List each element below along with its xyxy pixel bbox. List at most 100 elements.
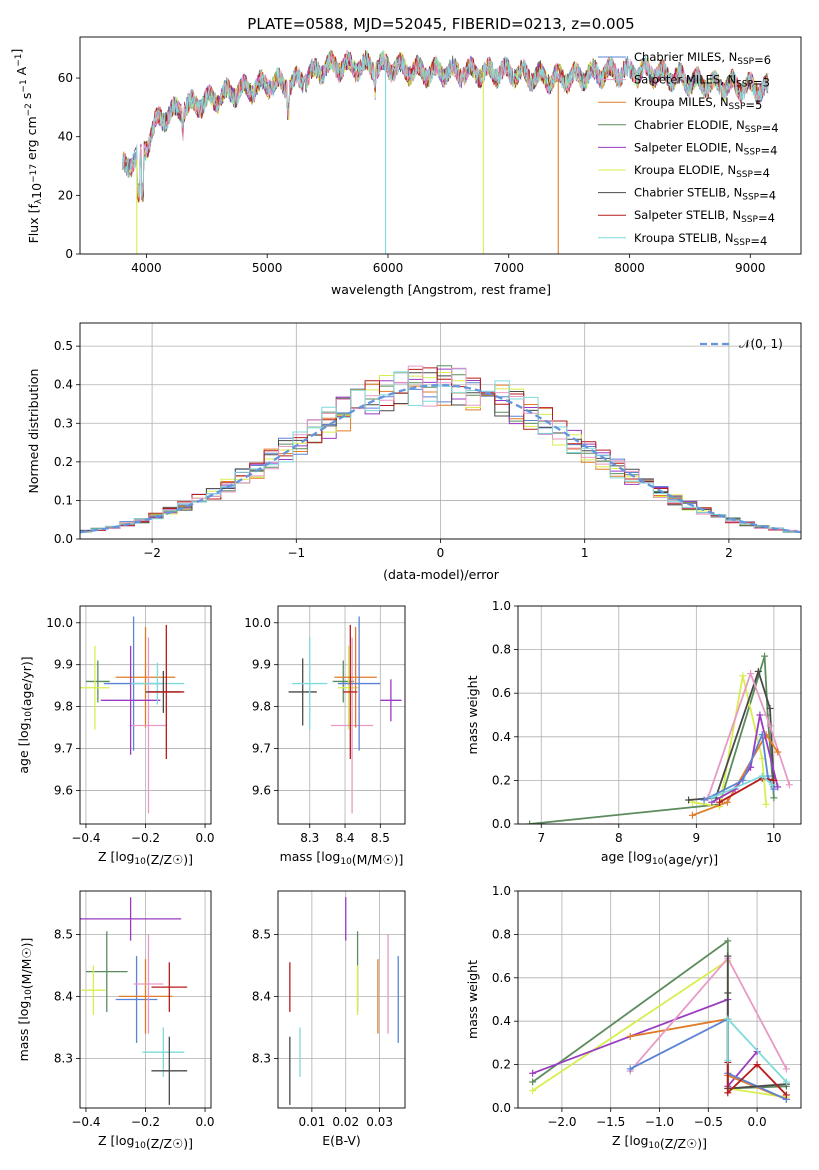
x-axis-label: E(B-V) (322, 1133, 361, 1148)
y-tick-label: 10.0 (46, 616, 73, 630)
plot-area (80, 616, 185, 814)
x-tick-label: 10 (766, 831, 781, 845)
x-tick-label: −0.4 (71, 1115, 100, 1129)
plot-area (526, 652, 793, 824)
x-axis-label: (data-model)/error (383, 567, 500, 582)
x-tick-label: −1.0 (645, 1115, 674, 1129)
x-tick-label: 0.01 (299, 1115, 326, 1129)
plot-area (121, 49, 769, 254)
legend-label: Kroupa MILES, NSSP=5 (634, 95, 762, 112)
histogram-red (80, 367, 798, 532)
axes-frame (517, 605, 802, 825)
x-tick-label: 8000 (614, 261, 645, 275)
x-tick-label: −1 (287, 546, 305, 560)
series-line-orange (692, 732, 779, 817)
y-tick-label: 0.3 (54, 416, 73, 430)
y-tick-label: 0.4 (492, 730, 511, 744)
y-tick-label: 0.6 (492, 971, 511, 985)
x-tick-label: 8.4 (335, 831, 354, 845)
y-axis-label: age [log10(age/yr)] (16, 656, 34, 773)
y-tick-label: 0.2 (492, 1058, 511, 1072)
plot-area (289, 897, 399, 1105)
x-tick-label: 0.0 (748, 1115, 767, 1129)
y-tick-label: 0.1 (54, 493, 73, 507)
y-tick-label: 0 (65, 247, 73, 261)
y-tick-label: 9.9 (54, 658, 73, 672)
y-tick-label: 0.0 (492, 1101, 511, 1115)
x-tick-label: −2.0 (547, 1115, 576, 1129)
legend-label: Kroupa ELODIE, NSSP=4 (634, 163, 770, 180)
x-tick-label: −2 (143, 546, 161, 560)
axes-frame (277, 605, 406, 825)
y-tick-label: 0.8 (492, 927, 511, 941)
x-tick-label: 4000 (131, 261, 162, 275)
legend-label: Salpeter ELODIE, NSSP=4 (634, 140, 777, 157)
plot-area (529, 937, 790, 1103)
axes-frame (79, 36, 802, 255)
y-tick-label: 0.4 (54, 378, 73, 392)
series-line-red (726, 1062, 788, 1096)
x-tick-label: −0.2 (131, 1115, 160, 1129)
y-tick-label: 9.9 (252, 658, 271, 672)
y-axis-label: mass weight (465, 960, 480, 1039)
x-tick-label: 7000 (493, 261, 524, 275)
axes-frame (79, 605, 212, 825)
figure-title: PLATE=0588, MJD=52045, FIBERID=0213, z=0… (247, 15, 634, 33)
mass-weight-vs-metallicity-panel: −2.0 −1.5 −1.0 −0.5 0.0 0.0 0.2 0.4 0.6 0.8 1.0 Z [… (465, 884, 802, 1151)
y-tick-label: 0.8 (492, 643, 511, 657)
x-tick-label: 0.0 (195, 1115, 214, 1129)
x-tick-label: 0.03 (366, 1115, 393, 1129)
legend-label: Kroupa STELIB, NSSP=4 (634, 231, 767, 248)
x-tick-label: 7 (537, 831, 545, 845)
legend-label: Salpeter STELIB, NSSP=4 (634, 208, 775, 225)
legend-label: Chabrier ELODIE, NSSP=4 (634, 118, 779, 135)
mass-weight-vs-age-panel: 7 8 9 10 0.0 0.2 0.4 0.6 0.8 1.0 age [log10(age/yr… (465, 599, 802, 867)
age-vs-metallicity-panel: −0.4 −0.2 0.0 9.6 9.7 9.8 9.9 10.0 Z [log10(Z/Z☉… (16, 605, 215, 867)
x-tick-label: −0.5 (694, 1115, 723, 1129)
y-tick-label: 9.6 (54, 783, 73, 797)
x-tick-label: 9000 (735, 261, 766, 275)
series-line-green (529, 655, 775, 824)
legend-label: 𝒩(0, 1) (739, 337, 783, 351)
y-tick-label: 0.4 (492, 1014, 511, 1028)
y-tick-label: 9.7 (252, 742, 271, 756)
x-tick-label: 1 (581, 546, 589, 560)
y-tick-label: 0.5 (54, 339, 73, 353)
y-axis-label: Normed distribution (26, 369, 41, 494)
x-axis-label: mass [log10(M/M☉)] (280, 849, 404, 867)
x-tick-label: 8 (615, 831, 623, 845)
y-tick-label: 1.0 (492, 884, 511, 898)
y-tick-label: 9.7 (54, 742, 73, 756)
y-tick-label: 1.0 (492, 599, 511, 613)
age-vs-mass-panel: 8.3 8.4 8.5 9.6 9.7 9.8 9.9 10.0 mass [log10(M/M… (244, 605, 406, 867)
x-tick-label: 6000 (373, 261, 404, 275)
x-tick-label: 0 (437, 546, 445, 560)
x-tick-label: 0.02 (332, 1115, 359, 1129)
y-axis-label: mass [log10(M/M☉)] (16, 938, 34, 1062)
x-tick-label: 2 (725, 546, 733, 560)
x-axis-label: Z [log10(Z/Z☉)] (612, 1133, 707, 1151)
y-tick-label: 9.6 (252, 783, 271, 797)
x-tick-label: 5000 (252, 261, 283, 275)
axes-frame (79, 890, 212, 1109)
y-tick-label: 10.0 (244, 616, 271, 630)
x-tick-label: −0.2 (131, 831, 160, 845)
y-tick-label: 40 (58, 130, 73, 144)
y-tick-label: 8.3 (54, 1051, 73, 1065)
y-tick-label: 9.8 (252, 700, 271, 714)
y-tick-label: 0.2 (492, 773, 511, 787)
y-tick-label: 60 (58, 71, 73, 85)
y-tick-label: 20 (58, 188, 73, 202)
x-tick-label: 8.5 (371, 831, 390, 845)
x-axis-label: wavelength [Angstrom, rest frame] (331, 282, 551, 297)
y-tick-label: 0.2 (54, 455, 73, 469)
plot-area (80, 365, 801, 534)
spectrum-line-cyan (121, 50, 769, 197)
legend-label: Salpeter MILES, NSSP=3 (634, 73, 770, 90)
x-axis-label: Z [log10(Z/Z☉)] (98, 1133, 193, 1151)
x-tick-label: −1.5 (596, 1115, 625, 1129)
y-tick-label: 8.4 (54, 989, 73, 1003)
axes-frame (517, 890, 802, 1109)
x-tick-label: 8.3 (300, 831, 319, 845)
